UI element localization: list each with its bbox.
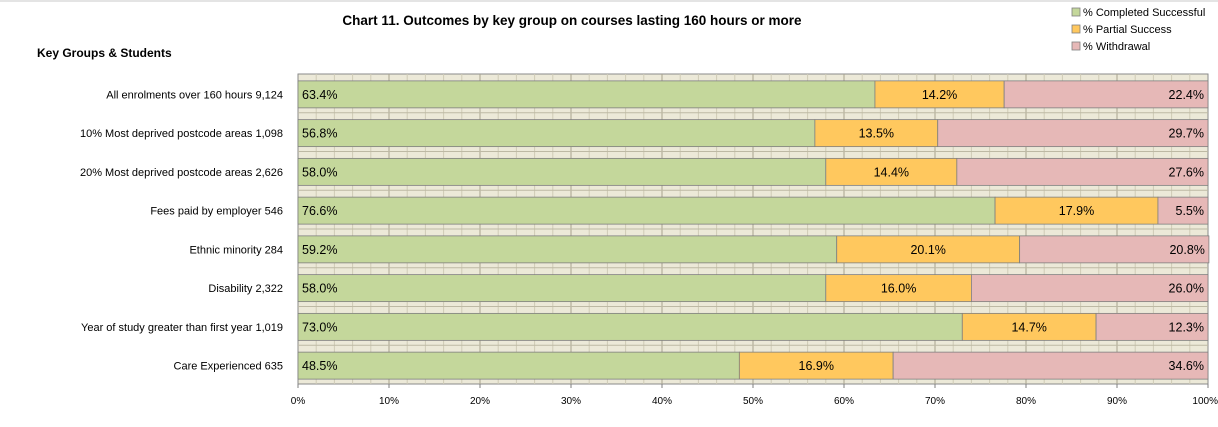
data-label: 14.7% bbox=[1011, 320, 1046, 334]
bar-segment bbox=[1095, 312, 1209, 341]
bar-segment bbox=[297, 157, 827, 186]
bar-segment bbox=[825, 274, 972, 303]
category-label: Ethnic minority 284 bbox=[189, 244, 283, 256]
bar-segment bbox=[297, 351, 740, 380]
x-tick-label: 100% bbox=[1192, 396, 1218, 407]
x-tick-label: 50% bbox=[743, 396, 763, 407]
bar-segment bbox=[1003, 80, 1209, 109]
bar-segment bbox=[836, 235, 1021, 264]
bar-segment bbox=[297, 312, 963, 341]
data-label: 20.8% bbox=[1169, 243, 1204, 257]
data-label: 14.2% bbox=[922, 88, 957, 102]
bar-segment bbox=[874, 80, 1005, 109]
legend-label: % Completed Successful bbox=[1083, 7, 1205, 19]
category-label: Year of study greater than first year 1,… bbox=[81, 322, 283, 334]
legend-swatch bbox=[1071, 41, 1081, 51]
x-tick-label: 60% bbox=[834, 396, 854, 407]
data-label: 27.6% bbox=[1169, 165, 1204, 179]
x-tick-label: 90% bbox=[1107, 396, 1127, 407]
data-label: 59.2% bbox=[302, 243, 337, 257]
data-label: 14.4% bbox=[874, 165, 909, 179]
data-label: 16.9% bbox=[799, 359, 834, 373]
bar-segment bbox=[297, 80, 876, 109]
bar-segment bbox=[1157, 196, 1209, 225]
x-tick-label: 80% bbox=[1016, 396, 1036, 407]
data-label: 34.6% bbox=[1169, 359, 1204, 373]
category-label: 10% Most deprived postcode areas 1,098 bbox=[80, 128, 283, 140]
data-label: 12.3% bbox=[1169, 320, 1204, 334]
bar-segment bbox=[1019, 235, 1210, 264]
data-label: 16.0% bbox=[881, 282, 916, 296]
data-label: 56.8% bbox=[302, 127, 337, 141]
bar-segment bbox=[971, 274, 1209, 303]
bar-segment bbox=[297, 119, 816, 148]
data-label: 29.7% bbox=[1169, 127, 1204, 141]
data-label: 63.4% bbox=[302, 88, 337, 102]
x-axis-ticks: 0% 10% 20% 30% 40% 50% 60% 70% 80% 90% 100% bbox=[291, 384, 1218, 407]
y-axis-title: Key Groups & Students bbox=[37, 46, 172, 60]
legend-swatch bbox=[1071, 7, 1081, 17]
category-label: All enrolments over 160 hours 9,124 bbox=[106, 89, 283, 101]
category-label: 20% Most deprived postcode areas 2,626 bbox=[80, 167, 283, 179]
legend-swatch bbox=[1071, 24, 1081, 34]
legend-label: % Withdrawal bbox=[1083, 41, 1150, 53]
bar-segment bbox=[937, 119, 1209, 148]
chart-title: Chart 11. Outcomes by key group on cours… bbox=[342, 13, 802, 28]
x-tick-label: 0% bbox=[291, 396, 306, 407]
category-label: Fees paid by employer 546 bbox=[150, 206, 283, 218]
data-label: 73.0% bbox=[302, 320, 337, 334]
bar-segment bbox=[961, 312, 1097, 341]
bar-segment bbox=[892, 351, 1209, 380]
data-label: 58.0% bbox=[302, 282, 337, 296]
bars-group: 63.4% 14.2% 22.4% 56.8% 13.5% 29.7% 58.0% 14.4%… bbox=[297, 80, 1210, 380]
bar-segment bbox=[297, 235, 838, 264]
category-labels: All enrolments over 160 hours 9,124 10% M… bbox=[80, 89, 283, 372]
category-label: Disability 2,322 bbox=[208, 283, 283, 295]
data-label: 76.6% bbox=[302, 204, 337, 218]
x-tick-label: 20% bbox=[470, 396, 490, 407]
bar-segment bbox=[825, 157, 958, 186]
x-tick-label: 40% bbox=[652, 396, 672, 407]
data-label: 58.0% bbox=[302, 165, 337, 179]
bar-segment bbox=[297, 196, 996, 225]
bar-segment bbox=[994, 196, 1159, 225]
data-label: 26.0% bbox=[1169, 282, 1204, 296]
data-label: 22.4% bbox=[1169, 88, 1204, 102]
data-label: 5.5% bbox=[1176, 204, 1205, 218]
category-label: Care Experienced 635 bbox=[174, 361, 283, 373]
legend-label: % Partial Success bbox=[1083, 24, 1172, 36]
data-label: 13.5% bbox=[859, 127, 894, 141]
x-tick-label: 30% bbox=[561, 396, 581, 407]
x-tick-label: 70% bbox=[925, 396, 945, 407]
bar-segment bbox=[297, 274, 827, 303]
data-label: 48.5% bbox=[302, 359, 337, 373]
data-label: 20.1% bbox=[910, 243, 945, 257]
data-label: 17.9% bbox=[1059, 204, 1094, 218]
x-tick-label: 10% bbox=[379, 396, 399, 407]
bar-segment bbox=[956, 157, 1209, 186]
legend: % Completed Successful % Partial Success%… bbox=[1071, 7, 1205, 53]
